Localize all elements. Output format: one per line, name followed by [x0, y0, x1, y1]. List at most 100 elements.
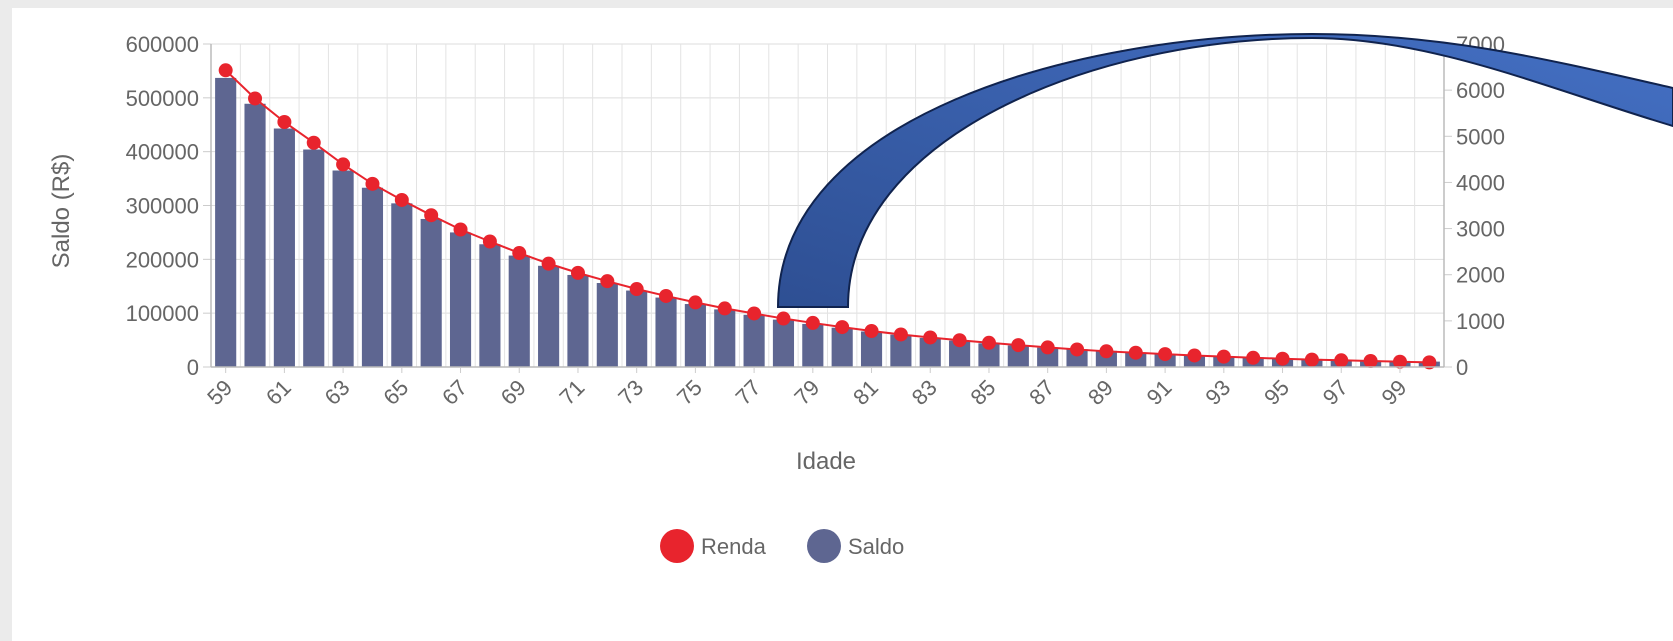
y-left-tick-label: 200000: [126, 247, 199, 272]
saldo-bar: [449, 232, 472, 367]
y-left-tick-label: 100000: [126, 301, 199, 326]
x-tick-label: 75: [672, 375, 707, 410]
x-tick-label: 83: [907, 375, 942, 410]
x-axis-title: Idade: [796, 448, 856, 475]
saldo-bar: [391, 203, 413, 367]
bar-line-chart: 0 100000 200000 300000 400000 500000 600000 0 10…: [48, 32, 1673, 563]
saldo-bar: [949, 340, 971, 367]
saldo-bar: [303, 149, 325, 367]
renda-point: [1070, 342, 1085, 357]
renda-point: [717, 301, 732, 316]
x-tick-label: 63: [320, 375, 355, 410]
renda-point: [1392, 354, 1407, 369]
saldo-bars: [215, 77, 1440, 367]
renda-point: [394, 192, 409, 207]
x-tick-label: 59: [202, 375, 237, 410]
saldo-bar: [802, 323, 824, 367]
y-right-tick-label: 0: [1456, 355, 1468, 380]
x-tick-label: 81: [848, 375, 883, 410]
saldo-bar: [596, 283, 618, 367]
renda-point: [1304, 352, 1319, 367]
y-left-tick-label: 400000: [126, 140, 199, 165]
renda-point: [570, 265, 585, 280]
legend: Renda Saldo: [660, 529, 904, 563]
saldo-bar: [332, 170, 354, 367]
renda-point: [629, 282, 644, 297]
grid: [210, 43, 1445, 368]
y-left-tick-label: 0: [187, 355, 199, 380]
saldo-bar: [508, 255, 530, 367]
x-tick-label: 67: [437, 375, 472, 410]
renda-point: [1099, 344, 1114, 359]
chart-panel: 0 100000 200000 300000 400000 500000 600000 0 10…: [12, 8, 1673, 641]
x-tick-label: 91: [1142, 375, 1177, 410]
renda-point: [1422, 355, 1437, 370]
saldo-bar: [831, 327, 853, 367]
saldo-bar: [420, 218, 442, 367]
curved-arrow-annotation: [776, 32, 1673, 308]
x-tick-label: 77: [731, 375, 766, 410]
renda-point: [248, 91, 263, 106]
legend-saldo-label[interactable]: Saldo: [848, 534, 904, 559]
renda-point: [277, 114, 292, 129]
saldo-bar: [684, 304, 706, 367]
renda-point: [512, 246, 527, 261]
renda-point: [1275, 351, 1290, 366]
renda-point: [1246, 350, 1261, 365]
x-tick-label: 61: [261, 375, 296, 410]
saldo-bar: [655, 297, 677, 367]
renda-point: [835, 320, 850, 335]
saldo-bar: [479, 244, 501, 367]
saldo-bar: [743, 314, 765, 367]
y-right-tick-label: 1000: [1456, 309, 1505, 334]
renda-point: [776, 311, 791, 326]
saldo-bar: [567, 274, 589, 367]
renda-point: [600, 274, 615, 289]
y-right-tick-label: 5000: [1456, 124, 1505, 149]
x-tick-label: 97: [1318, 375, 1353, 410]
legend-saldo-swatch[interactable]: [807, 529, 841, 563]
x-tick-label: 95: [1259, 375, 1294, 410]
renda-point: [1187, 348, 1202, 363]
y-right-tick-label: 4000: [1456, 170, 1505, 195]
x-tick-label: 85: [966, 375, 1001, 410]
renda-point: [365, 176, 380, 191]
legend-renda-label[interactable]: Renda: [701, 534, 767, 559]
renda-point: [1011, 338, 1026, 353]
x-tick-label: 89: [1083, 375, 1118, 410]
renda-point: [952, 333, 967, 348]
y-right-tick-label: 6000: [1456, 78, 1505, 103]
renda-point: [453, 222, 468, 237]
renda-point: [1158, 347, 1173, 362]
saldo-bar: [538, 265, 560, 367]
renda-point: [541, 256, 556, 271]
x-tick-label: 79: [789, 375, 824, 410]
renda-point: [482, 234, 497, 249]
saldo-bar: [978, 343, 1000, 367]
saldo-bar: [361, 187, 384, 367]
saldo-bar: [714, 309, 736, 367]
renda-point: [1216, 349, 1231, 364]
y-axis-left-title: Saldo (R$): [48, 154, 75, 269]
renda-point: [424, 208, 439, 223]
saldo-bar: [860, 331, 883, 367]
renda-point: [336, 157, 351, 172]
renda-point: [805, 315, 820, 330]
saldo-bar: [890, 334, 912, 367]
legend-renda-swatch[interactable]: [660, 529, 694, 563]
x-tick-label: 99: [1377, 375, 1412, 410]
y-left-tick-label: 500000: [126, 86, 199, 111]
y-left-tick-label: 600000: [126, 32, 199, 57]
renda-point: [893, 327, 908, 342]
saldo-bar: [1007, 345, 1029, 367]
renda-point: [981, 335, 996, 350]
renda-point: [1334, 353, 1349, 368]
y-left-tick-label: 300000: [126, 194, 199, 219]
renda-point: [923, 330, 938, 345]
renda-point: [306, 135, 321, 150]
saldo-bar: [1037, 347, 1059, 367]
renda-point: [659, 288, 674, 303]
renda-point: [864, 324, 879, 339]
x-tick-label: 73: [613, 375, 648, 410]
x-tick-label: 87: [1024, 375, 1059, 410]
